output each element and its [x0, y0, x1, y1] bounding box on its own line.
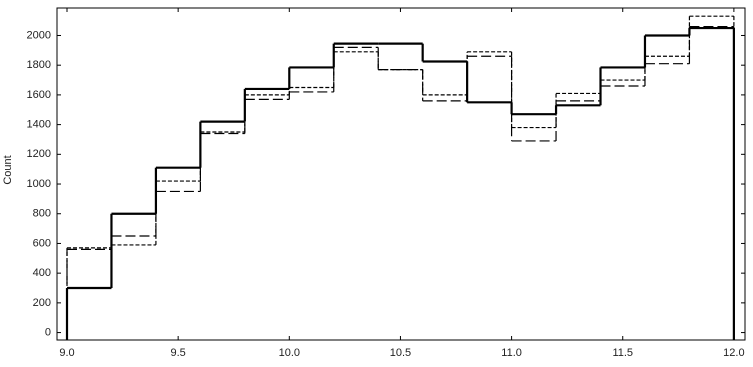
y-tick-label: 400 — [33, 267, 51, 279]
y-tick-label: 1800 — [27, 59, 51, 71]
x-tick-label: 9.5 — [171, 347, 186, 359]
y-tick-label: 600 — [33, 237, 51, 249]
y-tick-label: 1000 — [27, 178, 51, 190]
y-tick-label: 1200 — [27, 148, 51, 160]
x-tick-label: 10.5 — [390, 347, 411, 359]
x-tick-label: 10.0 — [279, 347, 300, 359]
y-axis-label: Count — [2, 155, 14, 184]
x-tick-label: 12.0 — [723, 347, 744, 359]
y-tick-label: 0 — [45, 326, 51, 338]
y-tick-label: 800 — [33, 208, 51, 220]
x-tick-label: 9.0 — [59, 347, 74, 359]
y-tick-label: 1400 — [27, 119, 51, 131]
x-tick-label: 11.0 — [501, 347, 522, 359]
y-tick-label: 2000 — [27, 29, 51, 41]
y-tick-label: 200 — [33, 297, 51, 309]
x-tick-label: 11.5 — [612, 347, 633, 359]
y-tick-label: 1600 — [27, 89, 51, 101]
plot-frame — [56, 7, 746, 341]
